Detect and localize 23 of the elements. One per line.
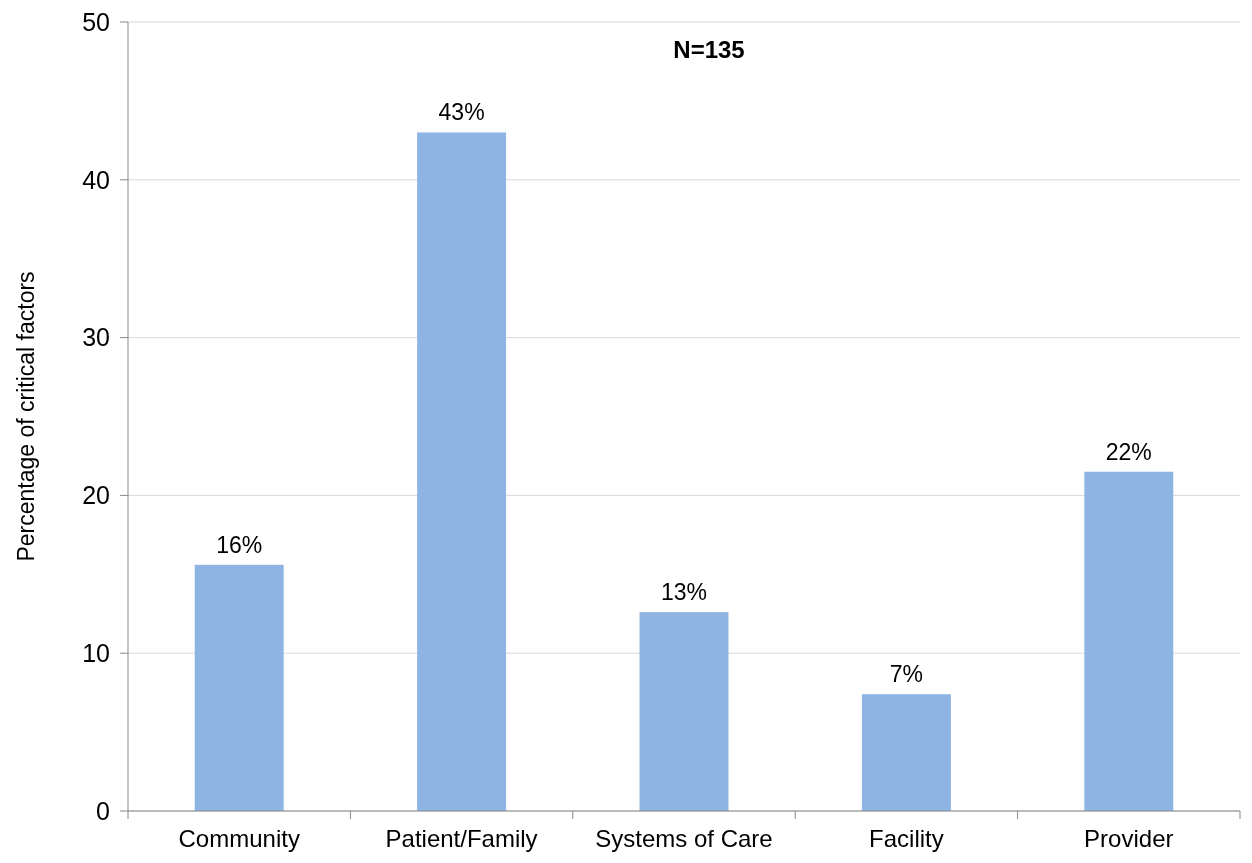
- x-tick-label: Provider: [1084, 825, 1174, 852]
- bar: [861, 694, 951, 811]
- x-tick-label: Systems of Care: [595, 825, 773, 852]
- y-axis-title: Percentage of critical factors: [13, 271, 39, 562]
- x-tick-label: Patient/Family: [385, 825, 538, 852]
- data-label: 16%: [216, 531, 263, 558]
- bar: [417, 132, 507, 811]
- y-tick-label: 50: [82, 7, 110, 36]
- data-label: 13%: [660, 579, 708, 606]
- y-tick-label: 40: [82, 165, 110, 194]
- y-tick-label: 20: [82, 481, 110, 510]
- x-tick-label: Community: [178, 825, 300, 852]
- data-label: 7%: [889, 661, 924, 688]
- y-tick-label: 10: [82, 638, 110, 667]
- data-label: 22%: [1105, 438, 1152, 465]
- y-tick-label: 30: [82, 323, 110, 352]
- x-tick-label: Facility: [869, 825, 944, 852]
- text: N=135: [673, 36, 745, 63]
- bar: [639, 612, 729, 811]
- bar: [1084, 471, 1174, 811]
- data-label: 43%: [438, 99, 485, 126]
- y-tick-label: 0: [96, 796, 110, 825]
- bar: [194, 564, 284, 811]
